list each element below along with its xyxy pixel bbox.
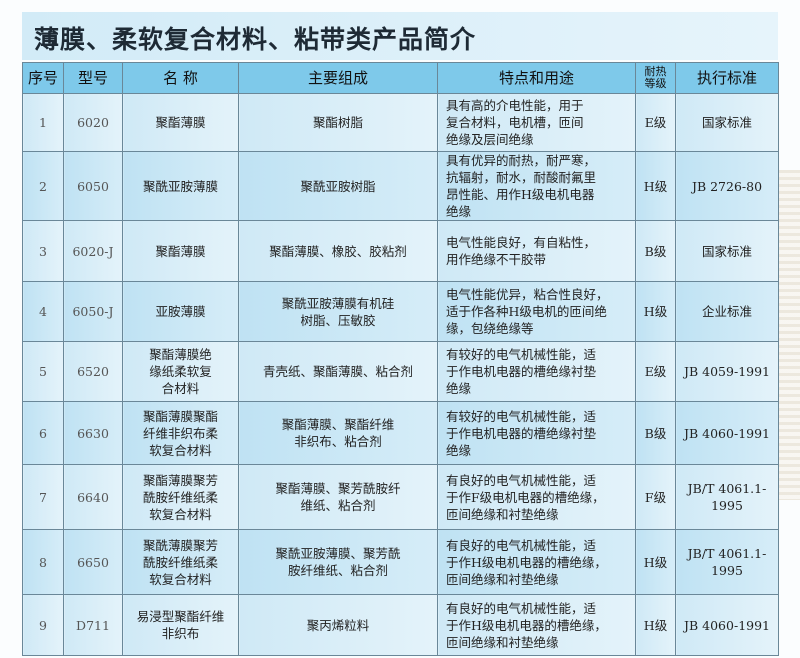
product-table: 序号 型号 名 称 主要组成 特点和用途 耐热 等级 执行标准 1 6020 聚酯薄… bbox=[22, 62, 779, 656]
header-grade: 耐热 等级 bbox=[635, 62, 676, 94]
cell-grade: B级 bbox=[635, 220, 676, 282]
cell-name: 聚酰薄膜聚芳 酰胺纤维纸柔 软复合材料 bbox=[122, 529, 239, 595]
cell-features: 具有高的介电性能，用于 复合材料，电机槽，匝间 绝缘及层间绝缘 bbox=[437, 93, 636, 152]
cell-model: 6650 bbox=[63, 529, 123, 595]
cell-model: 6020 bbox=[63, 93, 123, 152]
page-title: 薄膜、柔软复合材料、粘带类产品简介 bbox=[34, 25, 477, 54]
cell-name: 聚酰亚胺薄膜 bbox=[122, 151, 239, 221]
cell-model: 6050-J bbox=[63, 281, 123, 342]
cell-name: 聚酯薄膜 bbox=[122, 220, 239, 282]
title-band: 薄膜、柔软复合材料、粘带类产品简介 bbox=[22, 12, 778, 60]
header-features: 特点和用途 bbox=[437, 62, 636, 94]
table-row: 9 D711 易浸型聚酯纤维 非织布 聚丙烯粒料 有良好的电气机械性能，适 于作H级电机… bbox=[22, 594, 779, 656]
cell-name: 聚酯薄膜绝 缘纸柔软复 合材料 bbox=[122, 341, 239, 402]
cell-standard: 国家标准 bbox=[675, 220, 779, 282]
cell-standard: JB/T 4061.1-1995 bbox=[675, 464, 779, 530]
cell-composition: 聚酰亚胺薄膜有机硅 树脂、压敏胶 bbox=[238, 281, 438, 342]
cell-standard: JB 2726-80 bbox=[675, 151, 779, 221]
cell-no: 2 bbox=[22, 151, 64, 221]
table-row: 5 6520 聚酯薄膜绝 缘纸柔软复 合材料 青壳纸、聚酯薄膜、粘合剂 有较好的电气机械… bbox=[22, 341, 779, 402]
cell-grade: H级 bbox=[635, 151, 676, 221]
cell-name: 亚胺薄膜 bbox=[122, 281, 239, 342]
cell-model: 6050 bbox=[63, 151, 123, 221]
cell-no: 6 bbox=[22, 401, 64, 465]
cell-model: 6520 bbox=[63, 341, 123, 402]
table-row: 8 6650 聚酰薄膜聚芳 酰胺纤维纸柔 软复合材料 聚酰亚胺薄膜、聚芳酰 胺纤维纸、… bbox=[22, 529, 779, 595]
cell-composition: 聚丙烯粒料 bbox=[238, 594, 438, 656]
cell-name: 易浸型聚酯纤维 非织布 bbox=[122, 594, 239, 656]
cell-grade: H级 bbox=[635, 594, 676, 656]
header-no: 序号 bbox=[22, 62, 64, 94]
cell-grade: B级 bbox=[635, 401, 676, 465]
cell-standard: 国家标准 bbox=[675, 93, 779, 152]
cell-grade: E级 bbox=[635, 341, 676, 402]
cell-composition: 聚酰亚胺薄膜、聚芳酰 胺纤维纸、粘合剂 bbox=[238, 529, 438, 595]
cell-no: 5 bbox=[22, 341, 64, 402]
cell-no: 8 bbox=[22, 529, 64, 595]
table-row: 2 6050 聚酰亚胺薄膜 聚酰亚胺树脂 具有优异的耐热，耐严寒， 抗辐射，耐水，耐酸耐… bbox=[22, 151, 779, 221]
cell-features: 有较好的电气机械性能，适 于作电机电器的槽绝缘衬垫 绝缘 bbox=[437, 401, 636, 465]
cell-standard: 企业标准 bbox=[675, 281, 779, 342]
cell-grade: H级 bbox=[635, 529, 676, 595]
cell-model: D711 bbox=[63, 594, 123, 656]
cell-grade: F级 bbox=[635, 464, 676, 530]
cell-standard: JB 4060-1991 bbox=[675, 594, 779, 656]
cell-no: 7 bbox=[22, 464, 64, 530]
cell-model: 6640 bbox=[63, 464, 123, 530]
cell-name: 聚酯薄膜聚芳 酰胺纤维纸柔 软复合材料 bbox=[122, 464, 239, 530]
cell-features: 具有优异的耐热，耐严寒， 抗辐射，耐水，耐酸耐氟里 昂性能、用作H级电机电器 绝… bbox=[437, 151, 636, 221]
cell-no: 9 bbox=[22, 594, 64, 656]
table-row: 7 6640 聚酯薄膜聚芳 酰胺纤维纸柔 软复合材料 聚酯薄膜、聚芳酰胺纤 维纸、粘合… bbox=[22, 464, 779, 530]
cell-no: 3 bbox=[22, 220, 64, 282]
cell-model: 6630 bbox=[63, 401, 123, 465]
header-composition: 主要组成 bbox=[238, 62, 438, 94]
cell-features: 电气性能良好，有自粘性， 用作绝缘不干胶带 bbox=[437, 220, 636, 282]
cell-model: 6020-J bbox=[63, 220, 123, 282]
cell-features: 有良好的电气机械性能，适 于作H级电机电器的槽绝缘， 匝间绝缘和衬垫绝缘 bbox=[437, 594, 636, 656]
cell-grade: H级 bbox=[635, 281, 676, 342]
cell-composition: 青壳纸、聚酯薄膜、粘合剂 bbox=[238, 341, 438, 402]
cell-name: 聚酯薄膜 bbox=[122, 93, 239, 152]
cell-features: 有较好的电气机械性能，适 于作电机电器的槽绝缘衬垫 绝缘 bbox=[437, 341, 636, 402]
table-header-row: 序号 型号 名 称 主要组成 特点和用途 耐热 等级 执行标准 bbox=[22, 62, 779, 94]
header-model: 型号 bbox=[63, 62, 123, 94]
cell-no: 1 bbox=[22, 93, 64, 152]
table-row: 3 6020-J 聚酯薄膜 聚酯薄膜、橡胶、胶粘剂 电气性能良好，有自粘性， 用作绝缘不… bbox=[22, 220, 779, 282]
cell-standard: JB/T 4061.1-1995 bbox=[675, 529, 779, 595]
cell-composition: 聚酯薄膜、橡胶、胶粘剂 bbox=[238, 220, 438, 282]
header-name: 名 称 bbox=[122, 62, 239, 94]
cell-composition: 聚酯薄膜、聚酯纤维 非织布、粘合剂 bbox=[238, 401, 438, 465]
cell-composition: 聚酯树脂 bbox=[238, 93, 438, 152]
decorative-edge-image bbox=[776, 170, 800, 500]
cell-features: 电气性能优异，粘合性良好， 适于作各种H级电机的匝间绝 缘，包绕绝缘等 bbox=[437, 281, 636, 342]
header-standard: 执行标准 bbox=[675, 62, 779, 94]
cell-grade: E级 bbox=[635, 93, 676, 152]
table-row: 6 6630 聚酯薄膜聚酯 纤维非织布柔 软复合材料 聚酯薄膜、聚酯纤维 非织布、粘合… bbox=[22, 401, 779, 465]
cell-standard: JB 4060-1991 bbox=[675, 401, 779, 465]
cell-composition: 聚酰亚胺树脂 bbox=[238, 151, 438, 221]
cell-standard: JB 4059-1991 bbox=[675, 341, 779, 402]
table-row: 4 6050-J 亚胺薄膜 聚酰亚胺薄膜有机硅 树脂、压敏胶 电气性能优异，粘合性良好，… bbox=[22, 281, 779, 342]
cell-no: 4 bbox=[22, 281, 64, 342]
table-row: 1 6020 聚酯薄膜 聚酯树脂 具有高的介电性能，用于 复合材料，电机槽，匝间 绝缘及… bbox=[22, 93, 779, 152]
cell-features: 有良好的电气机械性能，适 于作F级电机电器的槽绝缘， 匝间绝缘和衬垫绝缘 bbox=[437, 464, 636, 530]
cell-name: 聚酯薄膜聚酯 纤维非织布柔 软复合材料 bbox=[122, 401, 239, 465]
cell-composition: 聚酯薄膜、聚芳酰胺纤 维纸、粘合剂 bbox=[238, 464, 438, 530]
cell-features: 有良好的电气机械性能，适 于作H级电机电器的槽绝缘， 匝间绝缘和衬垫绝缘 bbox=[437, 529, 636, 595]
